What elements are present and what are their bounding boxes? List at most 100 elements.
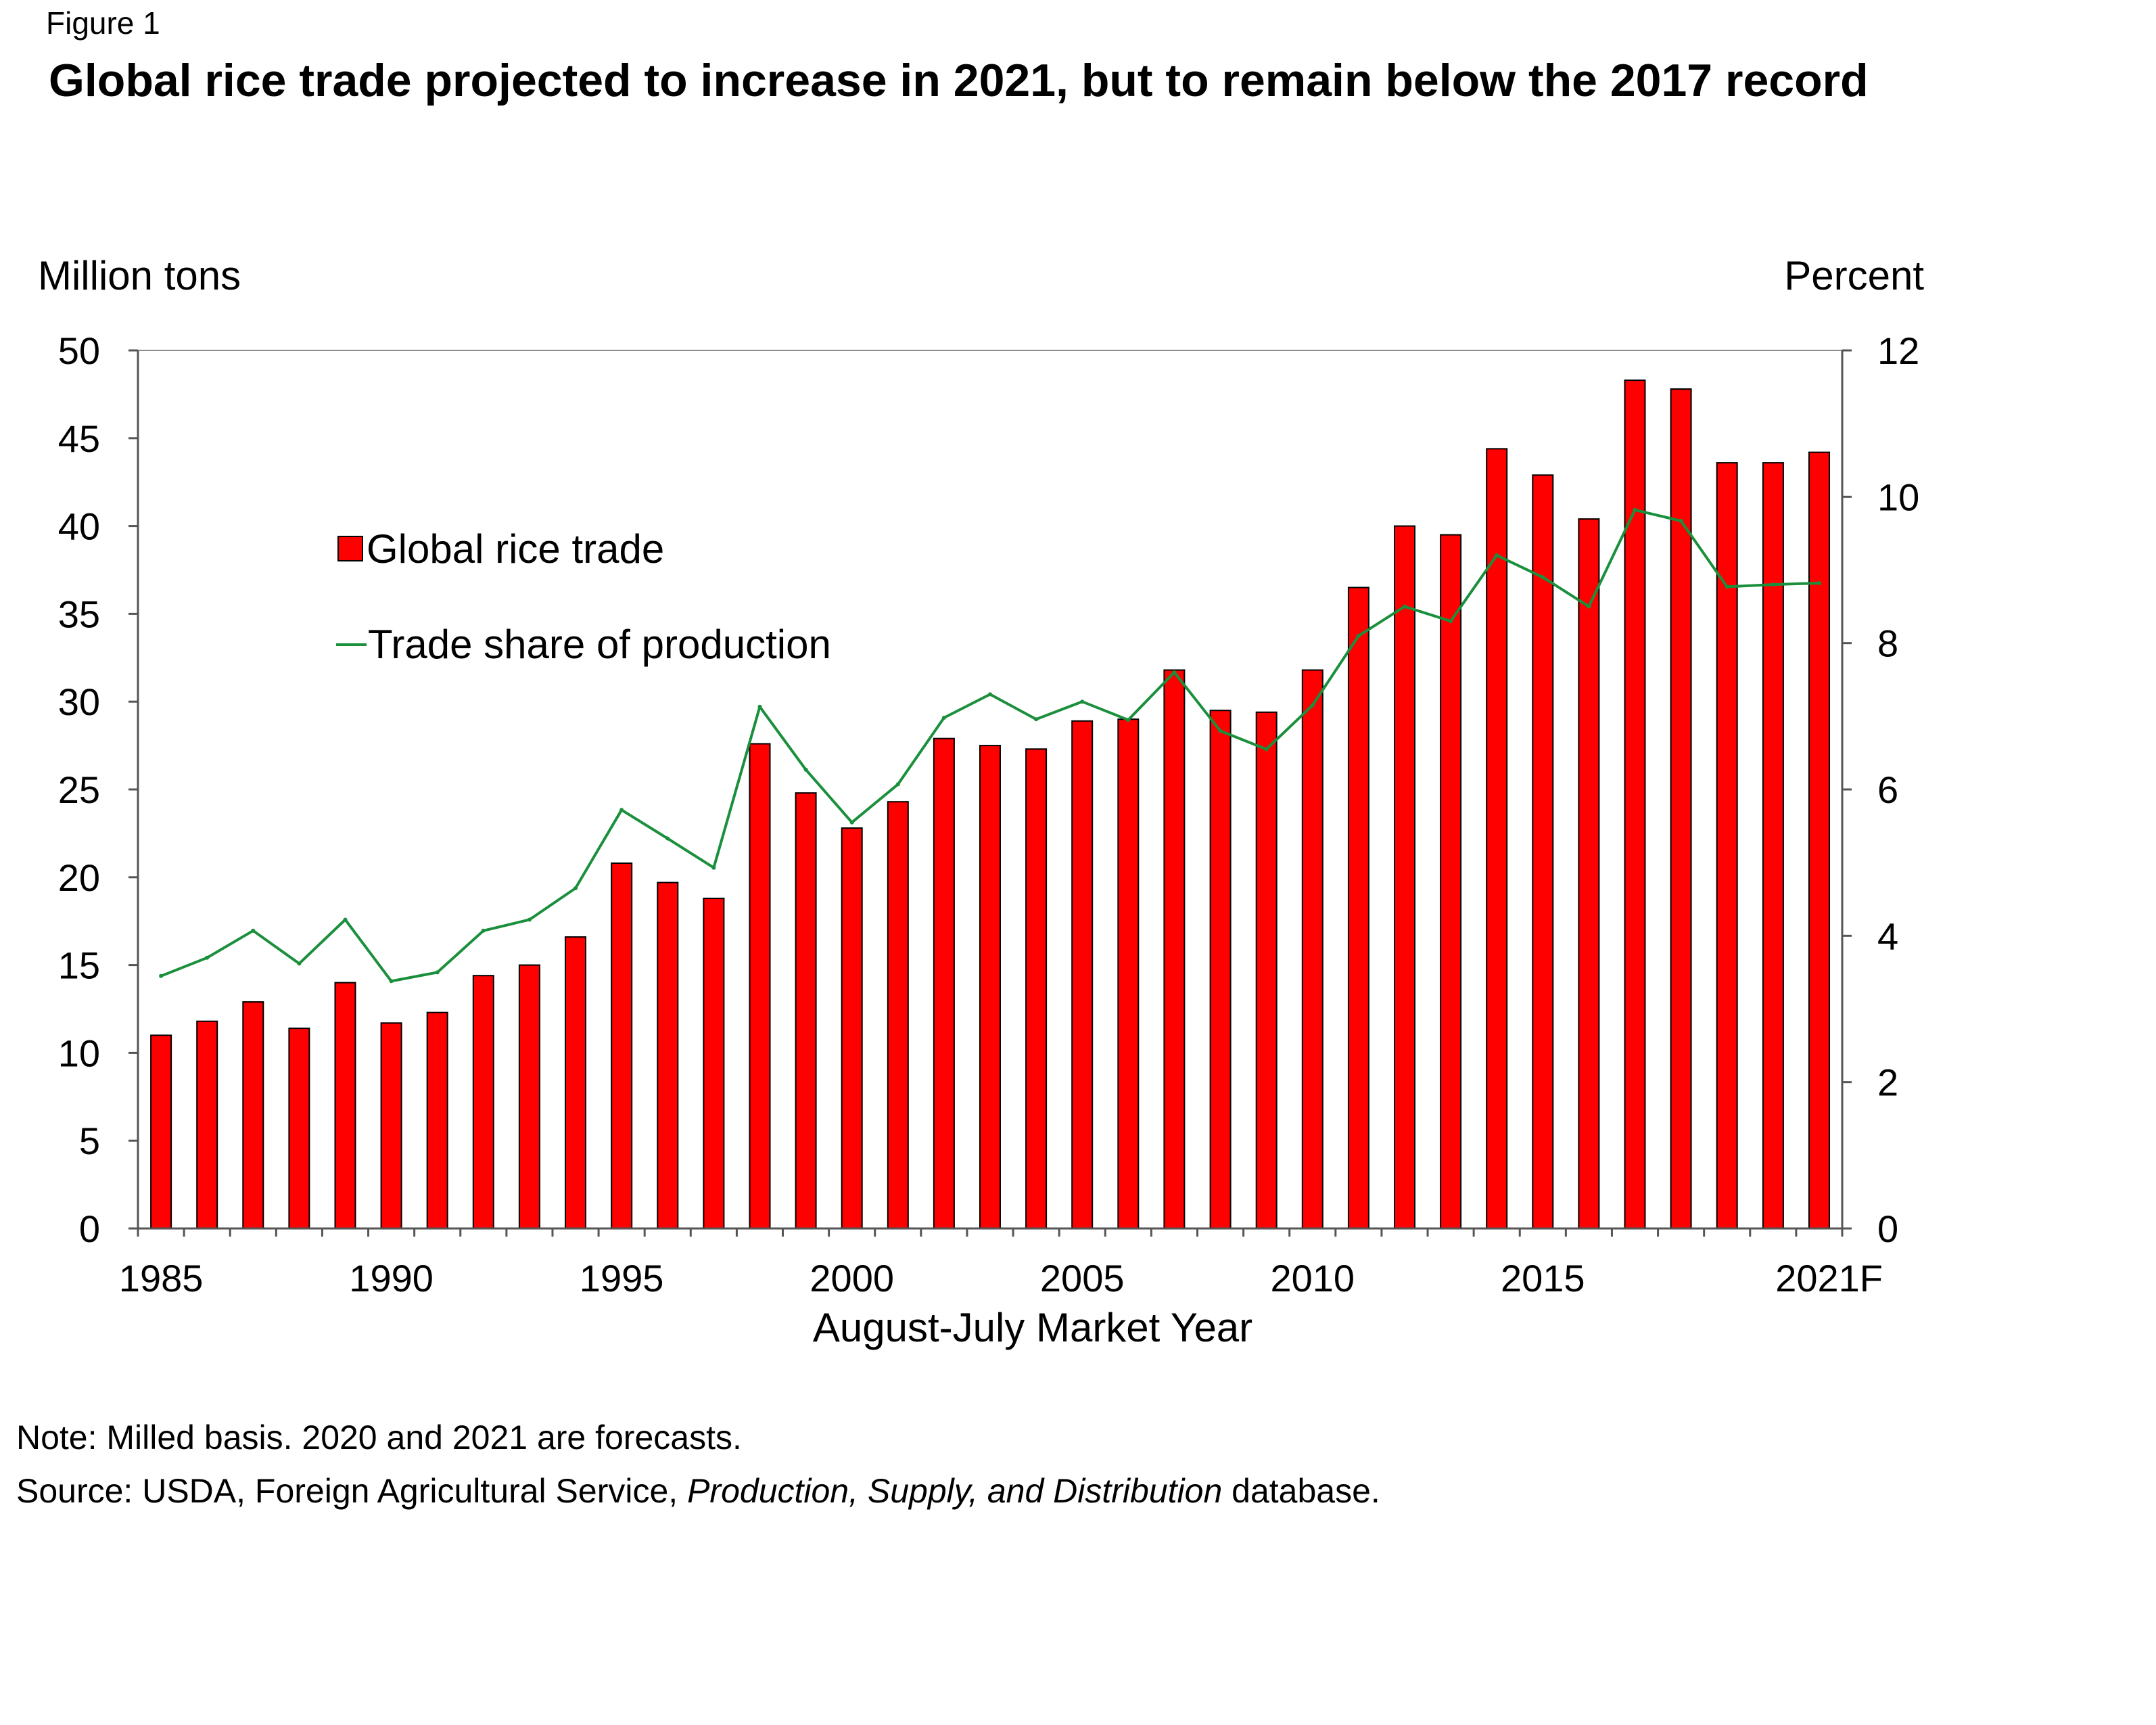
line-point-1986: [205, 955, 210, 960]
bar-2018: [1670, 388, 1692, 1229]
y-tick-label: 20: [58, 856, 100, 899]
line-point-2013: [1449, 619, 1453, 624]
y2-axis-title: Percent: [1784, 253, 1924, 298]
bar-1987: [242, 1001, 264, 1229]
bar-1985: [150, 1034, 172, 1230]
y2-tick-label: 10: [1877, 476, 1919, 518]
y2-tick-label: 6: [1877, 768, 1898, 811]
bar-2015: [1532, 474, 1554, 1229]
bar-1995: [611, 862, 633, 1229]
y-tick-label: 45: [58, 417, 100, 460]
y2-tick-label: 8: [1877, 622, 1898, 665]
source-line: Source: USDA, Foreign Agricultural Servi…: [16, 1472, 1380, 1510]
line-point-1992: [481, 928, 486, 933]
bar-1989: [334, 982, 356, 1229]
bar-2000: [841, 827, 863, 1229]
y2-tick-label: 2: [1877, 1061, 1898, 1104]
line-point-1990: [389, 979, 394, 984]
note-line: Note: Milled basis. 2020 and 2021 are fo…: [16, 1419, 742, 1456]
line-point-2012: [1403, 604, 1407, 609]
x-tick-label: 2015: [1501, 1257, 1585, 1300]
line-point-1987: [251, 928, 256, 933]
line-point-2008: [1218, 729, 1223, 733]
line-point-2004: [1034, 717, 1039, 722]
bar-2003: [979, 745, 1001, 1229]
line-point-1989: [343, 917, 348, 922]
line-point-2009: [1264, 747, 1269, 752]
bar-2005: [1071, 720, 1094, 1230]
bar-2002: [933, 737, 955, 1229]
legend: Global rice trade Trade share of product…: [336, 526, 831, 667]
bar-2012: [1394, 525, 1415, 1229]
x-tick-label: 1990: [349, 1257, 433, 1300]
bar-1988: [288, 1028, 310, 1229]
line-point-1995: [619, 808, 624, 812]
x-tick-label: 1995: [580, 1257, 664, 1300]
bar-1993: [518, 964, 540, 1229]
bar-1986: [196, 1020, 218, 1229]
line-point-2020: [1771, 582, 1775, 587]
y-tick-label: 0: [79, 1208, 100, 1250]
line-point-1999: [803, 767, 808, 772]
bar-2013: [1440, 534, 1462, 1229]
line-series: [159, 507, 1821, 984]
line-point-2015: [1541, 575, 1545, 580]
line-point-1998: [757, 704, 762, 709]
line-point-2018: [1679, 519, 1683, 523]
source-italic: Production, Supply, and Distribution: [687, 1472, 1222, 1510]
bar-2010: [1301, 669, 1323, 1229]
line-point-2002: [941, 716, 946, 720]
y-tick-label: 30: [58, 681, 100, 723]
line-point-2006: [1126, 718, 1131, 722]
source-prefix: Source: USDA, Foreign Agricultural Servi…: [16, 1472, 687, 1510]
line-point-2011: [1356, 633, 1361, 638]
line-point-2016: [1587, 604, 1591, 609]
line-point-1997: [711, 865, 716, 870]
y-axis-title: Million tons: [38, 253, 241, 298]
bar-1999: [795, 792, 817, 1229]
x-tick-label: 1985: [119, 1257, 204, 1300]
y-tick-label: 15: [58, 944, 100, 987]
legend-label-line: Trade share of production: [368, 622, 831, 667]
line-point-2003: [988, 692, 992, 697]
line-point-1993: [527, 917, 532, 922]
bar-2007: [1163, 669, 1186, 1229]
y-tick-label: 5: [79, 1120, 100, 1162]
line-point-2001: [895, 782, 900, 787]
y2-tick-label: 12: [1877, 329, 1919, 372]
line-point-2005: [1080, 699, 1085, 704]
y-tick-label: 35: [58, 593, 100, 635]
bar-1996: [657, 881, 679, 1229]
y-tick-label: 50: [58, 329, 100, 372]
bar-1991: [426, 1011, 448, 1229]
line-point-1985: [159, 973, 164, 978]
bar-2004: [1025, 748, 1048, 1230]
bar-2008: [1209, 710, 1232, 1229]
bar-2006: [1117, 718, 1140, 1229]
x-tick-label: 2000: [810, 1257, 894, 1300]
axes: 0 5 10 15 20 25 30 35 40 45 50 0 2 4 6 8 10 12 1985 1990 199…: [58, 329, 1920, 1300]
line-point-2007: [1172, 670, 1177, 674]
line-point-2000: [849, 820, 854, 825]
line-point-1991: [435, 970, 440, 975]
y-tick-label: 25: [58, 768, 100, 811]
source-suffix: database.: [1222, 1472, 1380, 1510]
legend-swatch-bar: [337, 536, 363, 561]
legend-label-bar: Global rice trade: [367, 526, 664, 572]
line-point-2019: [1725, 584, 1729, 589]
bar-1997: [703, 898, 725, 1229]
y-tick-label: 40: [58, 505, 100, 548]
bar-2017: [1624, 380, 1646, 1229]
x-tick-label: 2021F: [1775, 1257, 1883, 1300]
line-point-2014: [1495, 553, 1499, 557]
line-point-1994: [573, 886, 578, 890]
bar-2020: [1762, 462, 1784, 1229]
y2-tick-label: 4: [1877, 915, 1898, 957]
bar-1992: [472, 975, 494, 1229]
line-point-1988: [297, 961, 302, 966]
line-point-1996: [665, 836, 670, 841]
x-tick-label: 2010: [1271, 1257, 1355, 1300]
y2-tick-label: 0: [1877, 1208, 1898, 1250]
bar-2016: [1578, 518, 1600, 1230]
